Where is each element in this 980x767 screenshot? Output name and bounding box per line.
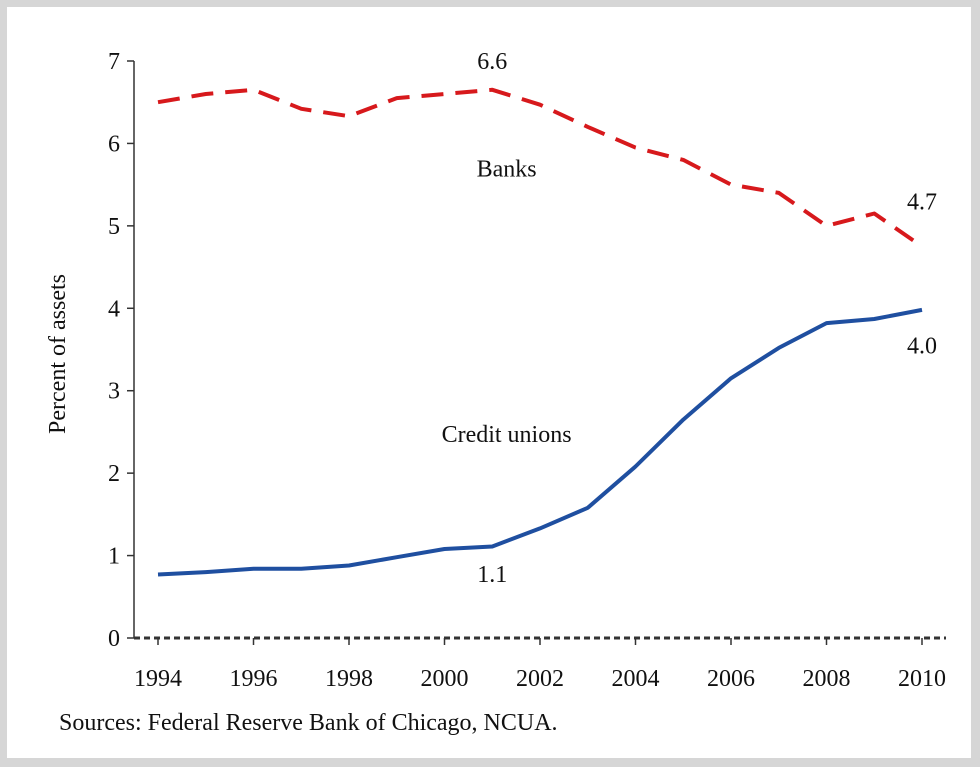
y-axis-label: Percent of assets bbox=[45, 274, 71, 434]
series-line-banks bbox=[157, 87, 924, 249]
x-tick-label: 2010 bbox=[898, 666, 946, 692]
y-tick-label: 2 bbox=[108, 461, 120, 487]
y-tick-label: 0 bbox=[108, 626, 120, 652]
y-tick-label: 3 bbox=[108, 379, 120, 405]
x-tick-label: 2004 bbox=[612, 666, 660, 692]
annotation-label: 1.1 bbox=[477, 562, 507, 588]
series-line-credit-unions bbox=[157, 307, 923, 577]
y-tick-label: 4 bbox=[108, 296, 120, 322]
annotation-label: Credit unions bbox=[442, 422, 572, 448]
annotation-label: 4.0 bbox=[907, 334, 937, 360]
x-tick-label: 2006 bbox=[707, 666, 755, 692]
series-lines bbox=[157, 87, 924, 577]
x-tick-label: 1998 bbox=[325, 666, 373, 692]
annotation-label: 6.6 bbox=[477, 49, 507, 75]
line-chart: 0 1 2 3 4 5 6 7 1994 1996 1998 2000 2002 2004 2006 2008… bbox=[45, 49, 946, 736]
y-tick-label: 1 bbox=[108, 544, 120, 570]
x-tick-label: 2002 bbox=[516, 666, 564, 692]
x-tick-label: 1994 bbox=[134, 666, 182, 692]
y-tick-label: 5 bbox=[108, 214, 120, 240]
y-tick-label: 6 bbox=[108, 131, 120, 157]
x-tick-label: 2008 bbox=[803, 666, 851, 692]
source-note: Sources: Federal Reserve Bank of Chicago… bbox=[59, 710, 558, 736]
x-tick-label: 1996 bbox=[230, 666, 278, 692]
chart-frame: 0 1 2 3 4 5 6 7 1994 1996 1998 2000 2002 2004 2006 2008… bbox=[7, 7, 971, 758]
axes bbox=[127, 60, 946, 645]
annotation-label: 4.7 bbox=[907, 189, 937, 215]
y-tick-label: 7 bbox=[108, 49, 120, 75]
tick-labels: 0 1 2 3 4 5 6 7 1994 1996 1998 2000 2002 2004 2006 2008… bbox=[108, 49, 946, 692]
annotations: 6.6 4.7 4.0 1.1 Banks Credit unions bbox=[442, 49, 937, 588]
x-tick-label: 2000 bbox=[421, 666, 469, 692]
annotation-label: Banks bbox=[477, 156, 537, 182]
